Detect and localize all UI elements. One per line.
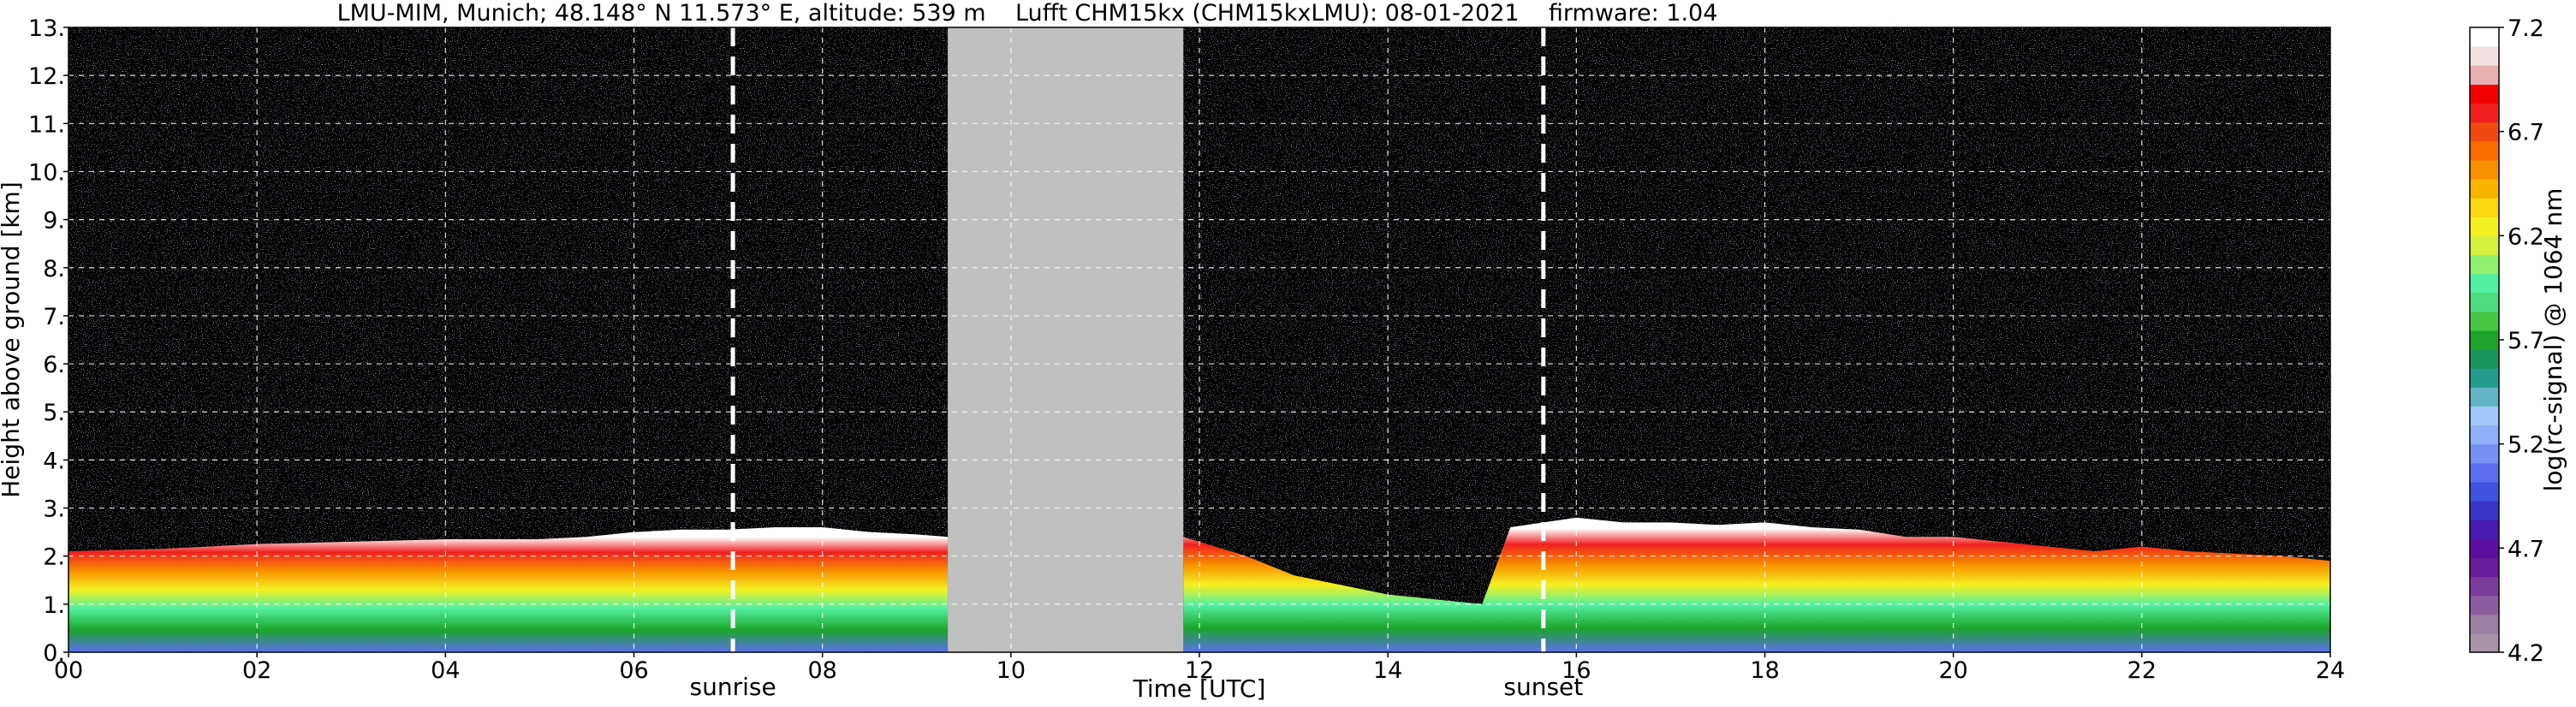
x-axis-label: Time [UTC] [1133, 674, 1266, 703]
colorbar-segment-18 [2470, 292, 2499, 312]
y-tick-label-6: 6. [43, 352, 65, 378]
colorbar-segment-22 [2470, 217, 2499, 236]
colorbar-tick-label-4: 6.2 [2508, 223, 2544, 250]
x-tick-label-10: 20 [1938, 657, 1967, 684]
colorbar-segment-20 [2470, 254, 2499, 275]
colorbar-segment-24 [2470, 178, 2499, 199]
y-tick-label-10: 10. [28, 159, 65, 186]
colorbar-segment-8 [2470, 481, 2499, 502]
colorbar: 4.2 4.7 5.2 5.7 6.2 6.7 7.2 [2469, 15, 2544, 667]
x-tick-label-11: 22 [2127, 657, 2157, 684]
colorbar-segment-30 [2470, 65, 2499, 85]
colorbar-tick-label-3: 5.7 [2508, 328, 2544, 354]
plot-area [68, 27, 2330, 652]
colorbar-segment-7 [2470, 501, 2499, 520]
colorbar-segment-4 [2470, 557, 2499, 578]
x-tick-label-5: 10 [996, 657, 1026, 684]
colorbar-segment-14 [2470, 368, 2499, 388]
colorbar-segment-28 [2470, 103, 2499, 123]
colorbar-segment-2 [2470, 595, 2499, 615]
colorbar-segment-9 [2470, 462, 2499, 483]
colorbar-label: log(rc-signal) @ 1064 nm [2539, 188, 2567, 492]
colorbar-segment-29 [2470, 84, 2499, 104]
x-tick-label-6: 12 [1185, 657, 1214, 684]
y-tick-label-3: 3. [43, 496, 65, 523]
colorbar-segment-25 [2470, 159, 2499, 180]
colorbar-segment-27 [2470, 122, 2499, 142]
y-tick-label-7: 7. [43, 304, 65, 330]
x-tick-label-4: 08 [807, 657, 836, 684]
colorbar-segment-5 [2470, 538, 2499, 558]
sunrise-label: sunrise [689, 673, 776, 701]
boundary-layer-band-1 [1183, 517, 2330, 652]
sunset-label: sunset [1503, 673, 1583, 701]
colorbar-tick-label-5: 6.7 [2508, 120, 2544, 146]
colorbar-segment-17 [2470, 311, 2499, 331]
colorbar-segment-1 [2470, 614, 2499, 634]
colorbar-segment-3 [2470, 576, 2499, 597]
colorbar-segment-23 [2470, 198, 2499, 217]
boundary-layer-band-0 [68, 527, 949, 652]
x-tick-label-9: 18 [1750, 657, 1779, 684]
colorbar-segment-15 [2470, 349, 2499, 369]
x-tick-label-8: 16 [1562, 657, 1591, 684]
colorbar-segment-13 [2470, 387, 2499, 407]
y-axis-label: Height above ground [km] [0, 181, 25, 498]
x-tick-label-0: 00 [54, 657, 83, 684]
y-tick-label-12: 12. [28, 63, 65, 90]
colorbar-segment-32 [2470, 27, 2499, 47]
colorbar-segment-10 [2470, 443, 2499, 464]
no-data-region [948, 27, 1184, 652]
colorbar-segment-12 [2470, 406, 2499, 426]
colorbar-tick-label-1: 4.7 [2508, 536, 2544, 562]
x-tick-label-12: 24 [2316, 657, 2345, 684]
y-tick-label-11: 11. [28, 111, 65, 138]
y-tick-label-5: 5. [43, 400, 65, 426]
y-tick-label-9: 9. [43, 208, 65, 235]
y-tick-label-0: 0. [43, 640, 65, 667]
y-tick-label-8: 8. [43, 256, 65, 282]
colorbar-tick-label-0: 4.2 [2508, 640, 2544, 667]
colorbar-segment-6 [2470, 520, 2499, 539]
chart-title: LMU-MIM, Munich; 48.148° N 11.573° E, al… [337, 0, 1718, 27]
colorbar-segment-0 [2470, 633, 2499, 653]
colorbar-segment-31 [2470, 46, 2499, 66]
y-tick-label-13: 13. [28, 15, 65, 42]
colorbar-tick-label-6: 7.2 [2508, 15, 2544, 42]
y-tick-label-4: 4. [43, 448, 65, 474]
x-tick-label-1: 02 [242, 657, 271, 684]
x-tick-label-3: 06 [619, 657, 648, 684]
colorbar-segment-21 [2470, 235, 2499, 256]
x-tick-label-7: 14 [1373, 657, 1402, 684]
colorbar-tick-label-2: 5.2 [2508, 432, 2544, 459]
colorbar-segment-16 [2470, 330, 2499, 350]
colorbar-segment-19 [2470, 273, 2499, 294]
colorbar-segment-26 [2470, 140, 2499, 161]
x-tick-label-2: 04 [431, 657, 460, 684]
y-tick-label-1: 1. [43, 592, 65, 619]
colorbar-segment-11 [2470, 425, 2499, 445]
y-tick-label-2: 2. [43, 544, 65, 571]
